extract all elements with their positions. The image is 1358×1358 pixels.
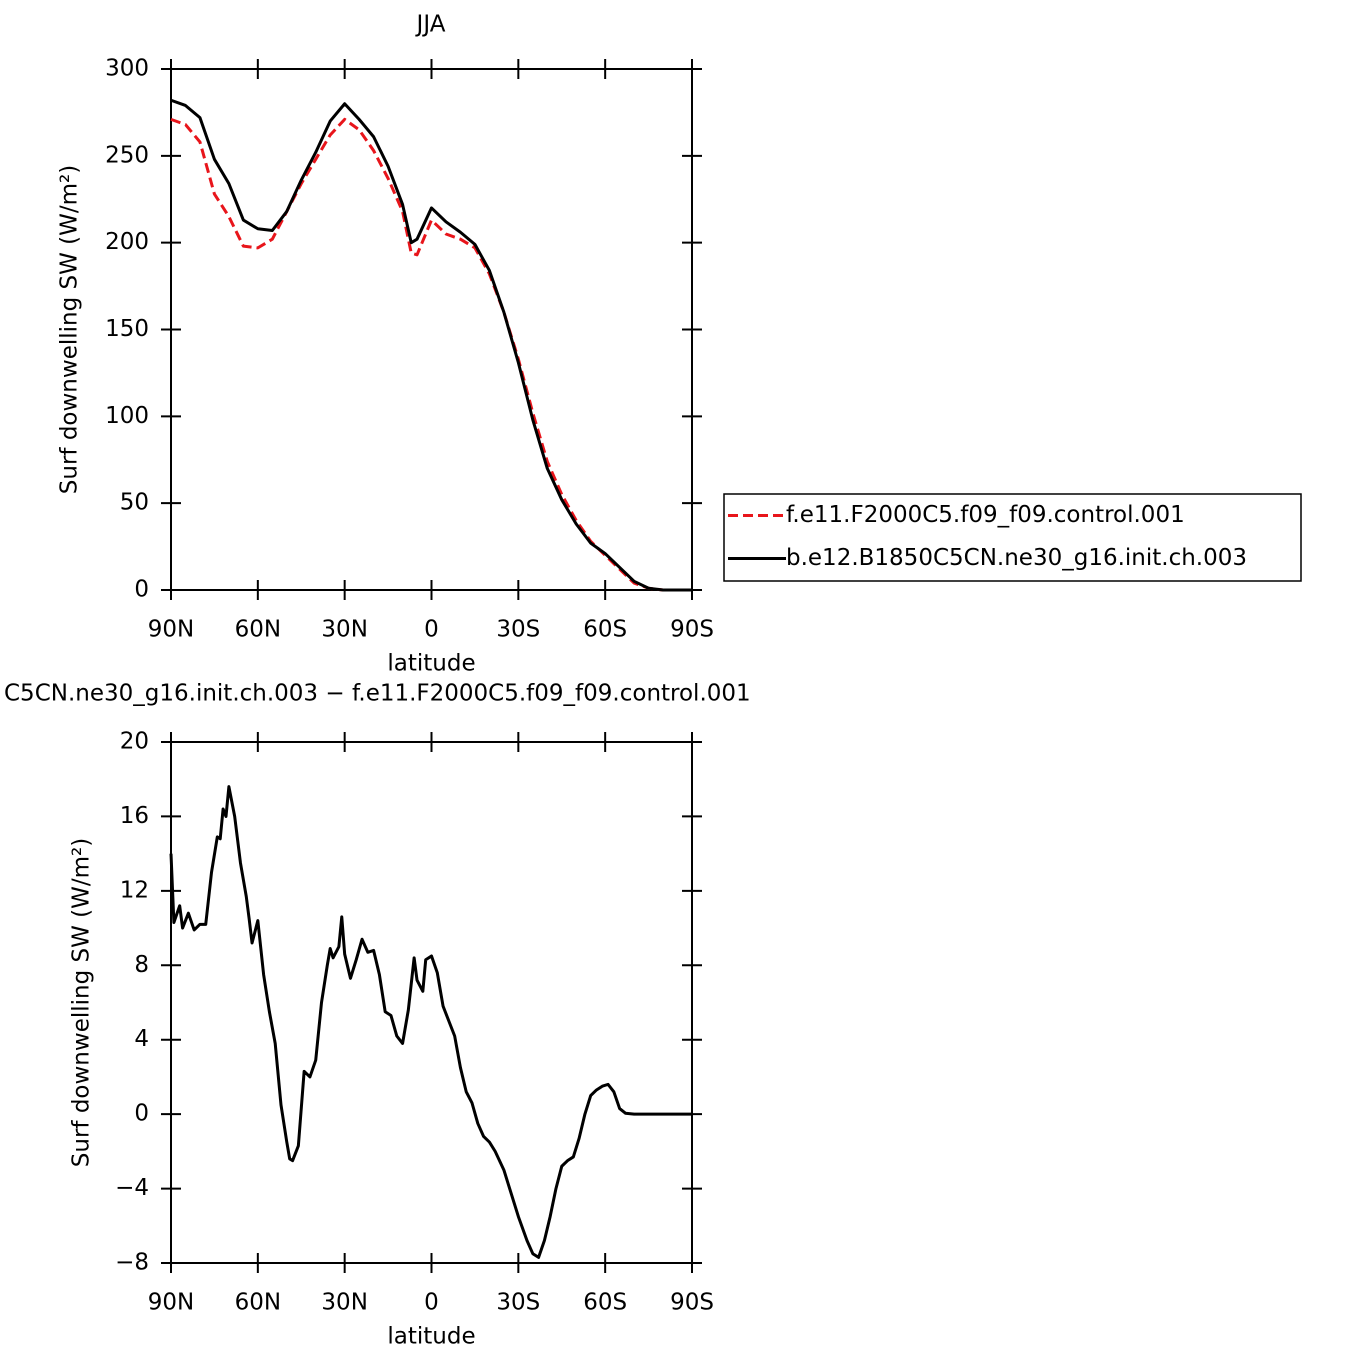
legend-label: b.e12.B1850C5CN.ne30_g16.init.ch.003 xyxy=(786,545,1247,571)
chart-title: C5CN.ne30_g16.init.ch.003 − f.e11.F2000C… xyxy=(4,681,751,707)
plot-frame xyxy=(170,741,693,1264)
x-axis-label: latitude xyxy=(387,1324,475,1350)
y-tick-label: 50 xyxy=(120,490,149,516)
x-tick-label: 60S xyxy=(583,617,627,643)
x-tick-label: 30N xyxy=(321,617,367,643)
data-line xyxy=(170,98,692,592)
x-tick-label: 0 xyxy=(424,1290,439,1316)
x-tick-label: 90S xyxy=(670,1290,714,1316)
y-tick-label: 150 xyxy=(105,316,149,342)
x-tick-label: 30S xyxy=(496,617,540,643)
y-tick-label: 12 xyxy=(120,877,149,903)
x-tick-label: 30N xyxy=(321,1290,367,1316)
x-tick-label: 30S xyxy=(496,1290,540,1316)
plot-frame xyxy=(170,68,693,591)
y-tick-label: 8 xyxy=(134,952,149,978)
y-tick-label: 250 xyxy=(105,142,149,168)
y-axis-label: Surf downwelling SW (W/m²) xyxy=(57,165,83,494)
y-tick-label: 16 xyxy=(120,803,149,829)
legend-label: f.e11.F2000C5.f09_f09.control.001 xyxy=(786,502,1185,528)
x-tick-label: 0 xyxy=(424,617,439,643)
x-tick-label: 60N xyxy=(235,1290,281,1316)
data-line xyxy=(170,117,692,592)
x-tick-label: 90N xyxy=(148,617,194,643)
y-tick-label: 100 xyxy=(105,403,149,429)
y-tick-label: 300 xyxy=(105,56,149,82)
legend-box xyxy=(723,493,1302,582)
x-tick-label: 60S xyxy=(583,1290,627,1316)
y-tick-label: −4 xyxy=(115,1175,149,1201)
chart-title: JJA xyxy=(415,12,446,38)
x-tick-label: 60N xyxy=(235,617,281,643)
y-tick-label: 20 xyxy=(120,729,149,755)
x-tick-label: 90N xyxy=(148,1290,194,1316)
y-tick-label: 4 xyxy=(134,1026,149,1052)
x-tick-label: 90S xyxy=(670,617,714,643)
y-tick-label: −8 xyxy=(115,1250,149,1276)
y-tick-label: 0 xyxy=(134,577,149,603)
y-tick-label: 200 xyxy=(105,229,149,255)
y-tick-label: 0 xyxy=(134,1101,149,1127)
x-axis-label: latitude xyxy=(387,651,475,677)
data-line xyxy=(169,785,692,1259)
y-axis-label: Surf downwelling SW (W/m²) xyxy=(69,838,95,1167)
